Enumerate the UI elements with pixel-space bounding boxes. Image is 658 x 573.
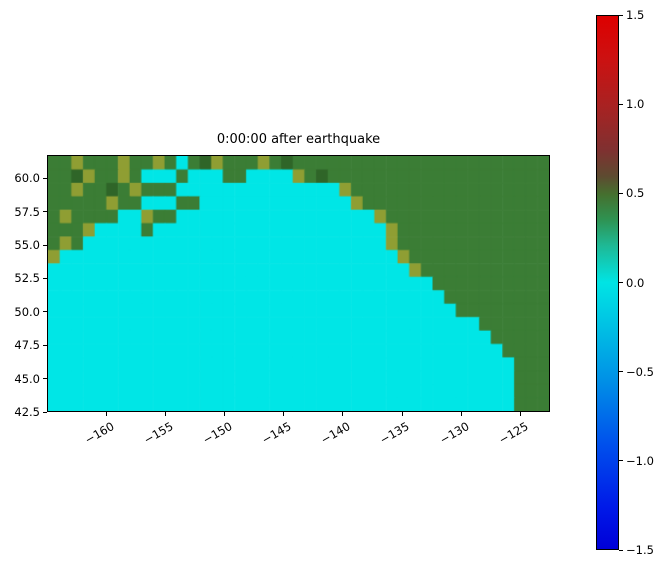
colorbar-tick-label: 0.0 — [626, 275, 645, 290]
x-tick-mark — [401, 412, 403, 416]
x-tick-mark — [283, 412, 285, 416]
x-tick-mark — [519, 412, 521, 416]
colorbar-tick-label: 1.5 — [626, 8, 645, 22]
x-tick-label: −135 — [377, 419, 413, 447]
colorbar-tick-mark — [619, 371, 623, 373]
y-tick-mark — [43, 211, 47, 213]
x-tick-mark — [224, 412, 226, 416]
colorbar-tick-label: 0.5 — [626, 186, 645, 201]
y-tick-mark — [43, 344, 47, 346]
y-tick-label: 42.5 — [14, 405, 40, 419]
y-tick-mark — [43, 411, 47, 413]
x-tick-mark — [164, 412, 166, 416]
x-tick-mark — [105, 412, 107, 416]
colorbar-tick-label: −1.5 — [626, 543, 654, 557]
x-tick-label: −160 — [81, 419, 117, 447]
colorbar-tick-mark — [619, 549, 623, 551]
x-tick-label: −130 — [436, 419, 472, 447]
colorbar-tick-label: −1.0 — [626, 453, 654, 468]
y-tick-label: 60.0 — [14, 171, 40, 186]
y-tick-label: 57.5 — [14, 204, 40, 219]
y-tick-label: 45.0 — [14, 371, 40, 386]
y-tick-mark — [43, 177, 47, 179]
y-tick-mark — [43, 277, 47, 279]
y-tick-label: 52.5 — [14, 271, 40, 286]
y-tick-mark — [43, 378, 47, 380]
x-tick-label: −145 — [259, 419, 294, 447]
colorbar-tick-mark — [619, 460, 623, 462]
colorbar-tick-label: 1.0 — [626, 97, 645, 112]
y-tick-label: 55.0 — [14, 238, 40, 253]
colorbar-gradient — [597, 16, 618, 549]
y-tick-mark — [43, 311, 47, 313]
x-tick-mark — [342, 412, 344, 416]
colorbar-tick-mark — [619, 14, 623, 16]
x-tick-label: −155 — [140, 419, 176, 447]
y-tick-label: 47.5 — [14, 338, 40, 353]
y-tick-label: 50.0 — [14, 304, 40, 319]
x-tick-label: −150 — [200, 419, 235, 447]
colorbar-tick-label: −0.5 — [626, 364, 654, 379]
x-tick-label: −125 — [496, 419, 531, 447]
map-plot-area — [47, 155, 550, 412]
x-tick-label: −140 — [318, 419, 353, 447]
colorbar-tick-mark — [619, 103, 623, 105]
y-tick-mark — [43, 244, 47, 246]
plot-title: 0:00:00 after earthquake — [216, 132, 381, 147]
map-canvas — [48, 156, 549, 411]
colorbar — [596, 15, 619, 550]
x-tick-mark — [460, 412, 462, 416]
colorbar-tick-mark — [619, 192, 623, 194]
colorbar-tick-mark — [619, 282, 623, 283]
